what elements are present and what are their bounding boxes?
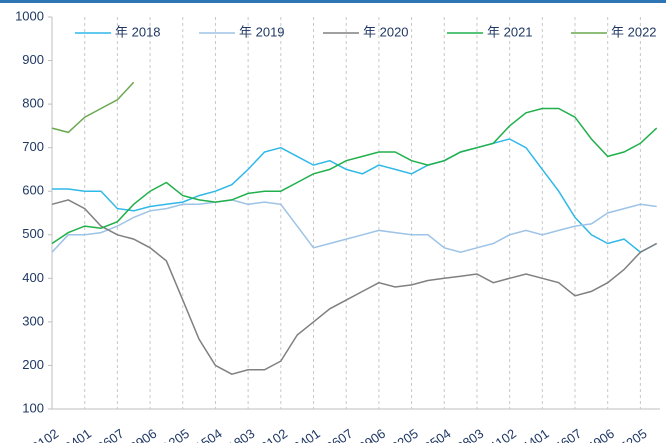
x-tick-label: 2906 — [356, 426, 388, 443]
x-tick-label: 2607 — [323, 426, 355, 443]
x-tick-label: 0102 — [29, 426, 61, 443]
y-tick-label: 700 — [22, 139, 44, 154]
y-tick-label: 100 — [22, 400, 44, 415]
x-tick-label: 3504 — [421, 426, 453, 443]
x-tick-label: 3803 — [454, 426, 486, 443]
legend-label: 年 2020 — [363, 24, 409, 39]
x-tick-label: 2102 — [258, 426, 290, 443]
y-tick-label: 300 — [22, 313, 44, 328]
top-border — [0, 0, 666, 3]
legend-label: 年 2019 — [239, 24, 285, 39]
x-tick-label: 4102 — [487, 426, 519, 443]
x-tick-label: 0607 — [94, 426, 126, 443]
y-tick-label: 800 — [22, 96, 44, 111]
x-tick-label: 4906 — [585, 426, 617, 443]
y-tick-label: 400 — [22, 270, 44, 285]
y-tick-label: 900 — [22, 52, 44, 67]
legend-label: 年 2021 — [487, 24, 533, 39]
x-tick-label: 5205 — [617, 426, 649, 443]
y-tick-label: 200 — [22, 357, 44, 372]
y-tick-label: 600 — [22, 183, 44, 198]
series-line — [52, 138, 658, 254]
y-tick-label: 1000 — [15, 8, 44, 23]
x-tick-label: 1205 — [160, 426, 192, 443]
x-tick-label: 4401 — [519, 426, 551, 443]
series-line — [51, 107, 658, 245]
x-tick-label: 0906 — [127, 426, 159, 443]
series-line — [51, 199, 658, 376]
y-tick-label: 500 — [22, 226, 44, 241]
x-tick-label: 4607 — [552, 426, 584, 443]
legend-label: 年 2018 — [115, 24, 161, 39]
x-tick-label: 3205 — [389, 426, 421, 443]
x-tick-label: 0401 — [62, 426, 94, 443]
x-tick-label: 1504 — [192, 426, 224, 443]
series-line — [51, 199, 657, 253]
legend-label: 年 2022 — [611, 24, 657, 39]
series-line — [51, 81, 135, 134]
x-tick-label: 2401 — [291, 426, 323, 443]
x-tick-label: 1803 — [225, 426, 257, 443]
